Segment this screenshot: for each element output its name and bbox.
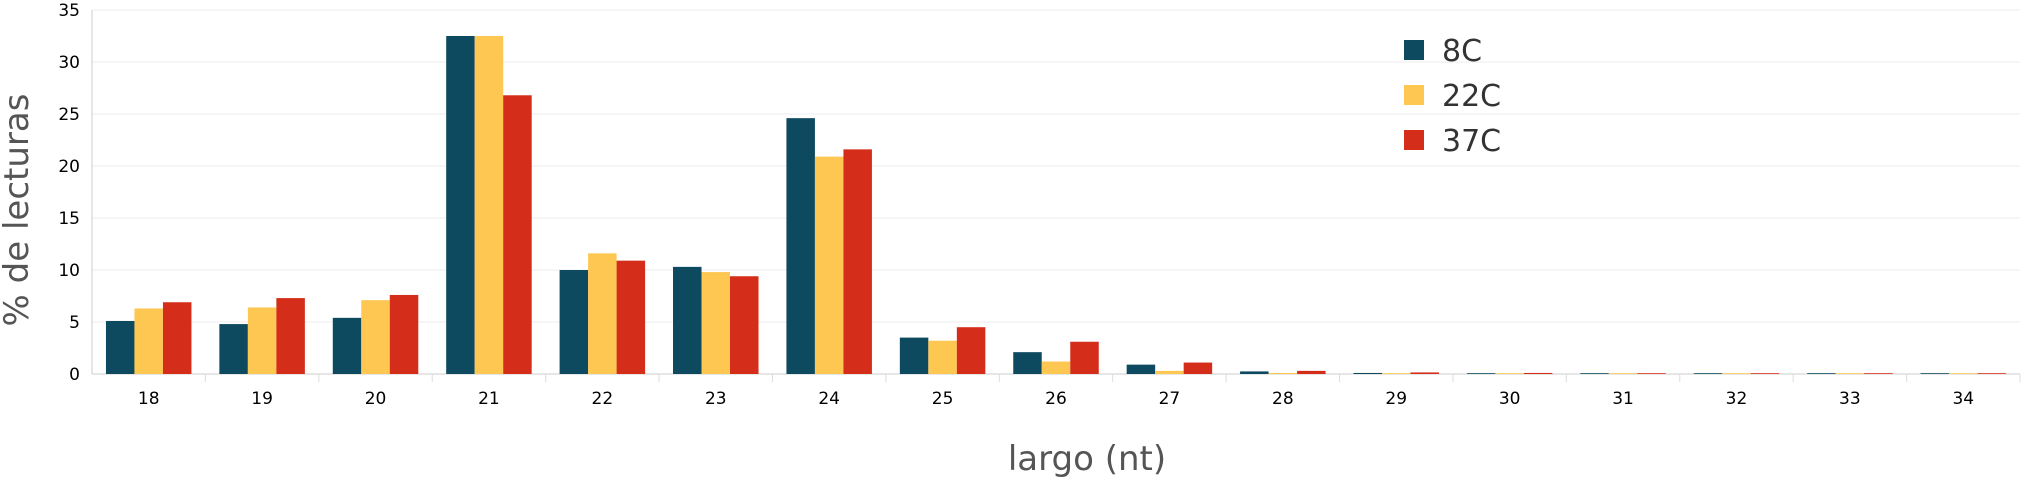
bar-22C-22 bbox=[588, 253, 617, 374]
bar-8C-24 bbox=[786, 118, 815, 374]
bar-8C-21 bbox=[446, 36, 475, 374]
bar-37C-26 bbox=[1070, 341, 1099, 374]
bar-22C-29 bbox=[1381, 373, 1411, 374]
bar-22C-21 bbox=[474, 36, 504, 374]
x-tick-label: 29 bbox=[1385, 389, 1407, 409]
bar-8C-23 bbox=[673, 266, 702, 374]
x-tick-label: 18 bbox=[138, 389, 160, 409]
x-tick-label: 21 bbox=[478, 389, 500, 409]
x-tick-label: 22 bbox=[592, 389, 614, 409]
legend: 8C 22C 37C bbox=[1404, 34, 1501, 159]
bar-22C-30 bbox=[1495, 373, 1524, 374]
y-tick-label: 5 bbox=[69, 313, 80, 333]
bar-37C-34 bbox=[1977, 373, 2007, 374]
bar-37C-32 bbox=[1750, 373, 1780, 374]
legend-label-22C: 22C bbox=[1442, 79, 1501, 114]
bar-22C-34 bbox=[1949, 373, 1978, 374]
bar-22C-18 bbox=[134, 308, 163, 374]
x-tick-label: 33 bbox=[1839, 389, 1861, 409]
y-axis-ticks: 0 5 10 15 20 25 30 35 bbox=[58, 1, 80, 385]
x-tick-label: 30 bbox=[1499, 389, 1521, 409]
x-tick-label: 32 bbox=[1726, 389, 1748, 409]
y-axis-title: % de lecturas bbox=[0, 94, 37, 327]
bar-37C-30 bbox=[1523, 372, 1553, 374]
y-tick-label: 30 bbox=[58, 53, 80, 73]
x-tick-label: 19 bbox=[251, 389, 273, 409]
bar-8C-32 bbox=[1693, 373, 1723, 374]
bar-37C-27 bbox=[1183, 362, 1213, 374]
bar-37C-31 bbox=[1637, 373, 1666, 374]
bar-22C-32 bbox=[1722, 373, 1751, 374]
bar-22C-27 bbox=[1155, 370, 1184, 374]
bar-37C-29 bbox=[1410, 372, 1439, 374]
x-tick-label: 27 bbox=[1159, 389, 1181, 409]
bar-22C-19 bbox=[247, 307, 277, 374]
legend-label-37C: 37C bbox=[1442, 124, 1501, 159]
x-axis bbox=[91, 10, 2021, 382]
y-tick-label: 20 bbox=[58, 157, 80, 177]
bar-8C-28 bbox=[1240, 371, 1269, 374]
bar-37C-28 bbox=[1297, 370, 1326, 374]
bar-8C-33 bbox=[1807, 373, 1836, 374]
x-tick-label: 28 bbox=[1272, 389, 1294, 409]
bar-22C-28 bbox=[1268, 372, 1298, 374]
bar-8C-22 bbox=[559, 270, 589, 374]
legend-swatch-22C bbox=[1404, 85, 1424, 105]
y-tick-label: 15 bbox=[58, 209, 80, 229]
x-tick-label: 20 bbox=[365, 389, 387, 409]
bar-8C-19 bbox=[219, 324, 248, 374]
bar-37C-23 bbox=[730, 276, 759, 374]
bar-8C-18 bbox=[105, 320, 135, 374]
bar-8C-30 bbox=[1466, 373, 1496, 374]
bar-22C-24 bbox=[814, 156, 844, 374]
bar-37C-21 bbox=[503, 95, 532, 374]
x-tick-label: 26 bbox=[1045, 389, 1067, 409]
bar-8C-29 bbox=[1353, 372, 1382, 374]
bar-8C-25 bbox=[899, 337, 929, 374]
x-tick-label: 24 bbox=[818, 389, 840, 409]
bar-37C-24 bbox=[843, 149, 872, 374]
y-tick-label: 10 bbox=[58, 261, 80, 281]
legend-swatch-8C bbox=[1404, 40, 1424, 60]
bar-37C-22 bbox=[616, 260, 646, 374]
x-axis-title: largo (nt) bbox=[1008, 439, 1166, 479]
bar-37C-18 bbox=[162, 302, 192, 374]
bar-22C-33 bbox=[1835, 373, 1865, 374]
x-tick-label: 34 bbox=[1952, 389, 1974, 409]
legend-label-8C: 8C bbox=[1442, 34, 1482, 69]
y-tick-label: 0 bbox=[69, 365, 80, 385]
bar-22C-31 bbox=[1608, 373, 1638, 374]
bar-37C-19 bbox=[276, 298, 305, 374]
bars bbox=[105, 36, 2007, 374]
bar-22C-25 bbox=[928, 340, 957, 374]
bar-8C-27 bbox=[1126, 364, 1156, 374]
bar-37C-25 bbox=[956, 327, 986, 374]
y-tick-label: 25 bbox=[58, 105, 80, 125]
x-axis-ticks: 18 19 20 21 22 23 24 25 26 27 28 29 30 31 32 33 34 bbox=[138, 389, 1974, 409]
bar-22C-20 bbox=[361, 300, 390, 374]
bar-8C-26 bbox=[1013, 352, 1042, 374]
bar-8C-31 bbox=[1580, 373, 1609, 374]
bar-8C-20 bbox=[332, 317, 362, 374]
bar-37C-20 bbox=[389, 294, 419, 374]
bar-22C-26 bbox=[1041, 361, 1071, 374]
bar-22C-23 bbox=[701, 272, 731, 374]
y-tick-label: 35 bbox=[58, 1, 80, 21]
legend-swatch-37C bbox=[1404, 130, 1424, 150]
bar-37C-33 bbox=[1864, 373, 1893, 374]
x-tick-label: 23 bbox=[705, 389, 727, 409]
x-tick-label: 25 bbox=[932, 389, 954, 409]
bar-8C-34 bbox=[1920, 373, 1950, 374]
x-tick-label: 31 bbox=[1612, 389, 1634, 409]
